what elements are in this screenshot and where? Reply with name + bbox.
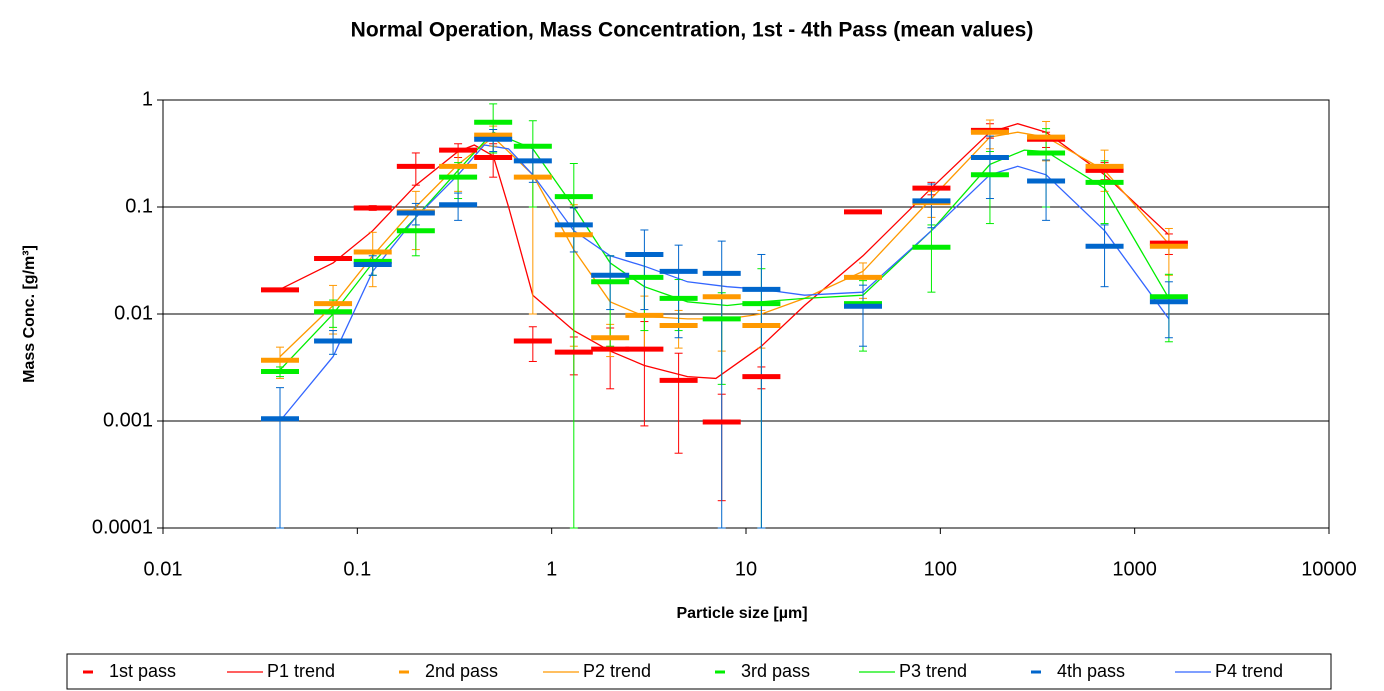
legend-label: P3 trend [899, 661, 967, 681]
legend-label: 1st pass [109, 661, 176, 681]
legend-label: P2 trend [583, 661, 651, 681]
y-axis-label: Mass Conc. [g/m³] [21, 245, 38, 383]
trend-line [279, 131, 1170, 371]
trend-line [279, 123, 1170, 380]
y-tick-label: 0.01 [114, 302, 153, 324]
x-axis-label: Particle size [µm] [676, 605, 807, 622]
plot-frame [162, 99, 1330, 529]
legend-label: 3rd pass [741, 661, 810, 681]
legend-label: P1 trend [267, 661, 335, 681]
legend-label: 4th pass [1057, 661, 1125, 681]
chart-title: Normal Operation, Mass Concentration, 1s… [351, 19, 1034, 42]
x-tick-label: 10 [735, 558, 757, 580]
y-tick-label: 0.0001 [92, 516, 153, 538]
x-tick-label: 0.01 [144, 558, 183, 580]
y-tick-label: 0.1 [125, 195, 153, 217]
legend-label: P4 trend [1215, 661, 1283, 681]
x-tick-label: 1 [546, 558, 557, 580]
legend-box [66, 653, 1332, 690]
trend-line [279, 144, 1170, 422]
x-tick-label: 1000 [1112, 558, 1157, 580]
y-tick-label: 1 [142, 88, 153, 110]
x-tick-label: 0.1 [343, 558, 371, 580]
legend-label: 2nd pass [425, 661, 498, 681]
y-tick-label: 0.001 [103, 409, 153, 431]
x-tick-label: 100 [924, 558, 957, 580]
x-tick-label: 10000 [1301, 558, 1357, 580]
